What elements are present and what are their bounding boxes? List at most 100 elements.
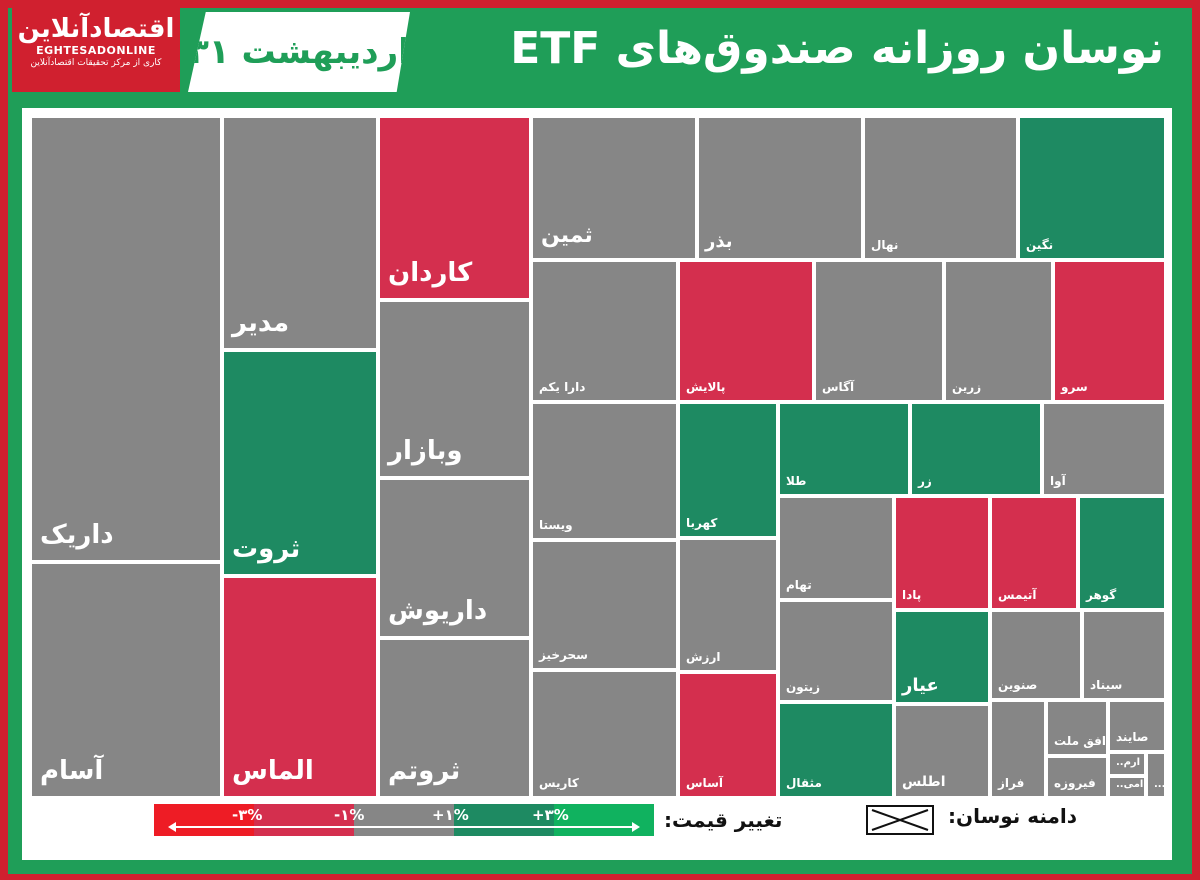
tile-label: ارزش bbox=[686, 650, 721, 664]
treemap-tile: طلا bbox=[778, 402, 910, 496]
tile-label: ثروتم bbox=[388, 756, 461, 786]
tile-label: عیار bbox=[902, 675, 939, 696]
legend-labels: -۳% -۱% +۱% +۳% bbox=[154, 806, 654, 826]
tile-label: تهام bbox=[786, 578, 812, 592]
tile-label: داریک bbox=[40, 520, 114, 550]
treemap-tile: ثروت bbox=[222, 350, 378, 576]
legend-swatch bbox=[254, 804, 354, 836]
treemap-tile: سیناد bbox=[1082, 610, 1166, 700]
tile-label: صنوین bbox=[998, 678, 1038, 692]
tile-label: سحرخیز bbox=[539, 648, 588, 662]
tile-label: زرین bbox=[952, 380, 982, 394]
treemap-tile: آساس bbox=[678, 672, 778, 798]
tile-label: وبازار bbox=[388, 436, 463, 466]
treemap-tile: آسام bbox=[30, 562, 222, 798]
tile-label: آسام bbox=[40, 756, 104, 786]
tile-label: پالایش bbox=[686, 380, 726, 394]
treemap-tile: ویستا bbox=[531, 402, 678, 540]
treemap-tile: صنوین bbox=[990, 610, 1082, 700]
treemap-tile: زر bbox=[910, 402, 1042, 496]
treemap-tile: دارا یکم bbox=[531, 260, 678, 402]
tile-label: کاردان bbox=[388, 258, 473, 288]
treemap-tile: پادا bbox=[894, 496, 990, 610]
tile-label: مثقال bbox=[786, 776, 822, 790]
range-box-icon bbox=[866, 805, 934, 835]
treemap-tile: داریک bbox=[30, 116, 222, 562]
treemap-tile: آتیمس bbox=[990, 496, 1078, 610]
tile-label: کاریس bbox=[539, 776, 579, 790]
treemap-tile: کهربا bbox=[678, 402, 778, 538]
tile-label: آساس bbox=[686, 776, 723, 790]
treemap-tile: کاردان bbox=[378, 116, 531, 300]
logo-text: اقتصادآنلاین bbox=[17, 14, 175, 44]
treemap-tile: نهال bbox=[863, 116, 1018, 260]
treemap-tile: الماس bbox=[222, 576, 378, 798]
tile-label: صایند bbox=[1116, 730, 1149, 744]
logo: اقتصادآنلاین EGHTESADONLINE کاری از مرکز… bbox=[12, 8, 180, 92]
tile-label: آتیمس bbox=[998, 588, 1037, 602]
treemap-tile: گوهر bbox=[1078, 496, 1166, 610]
treemap-tile: کاریس bbox=[531, 670, 678, 798]
treemap-tile: عیار bbox=[894, 610, 990, 704]
tile-label: زیتون bbox=[786, 680, 821, 694]
tile-label: اطلس bbox=[902, 774, 946, 790]
logo-tagline: کاری از مرکز تحقیقات اقتصادآنلاین bbox=[30, 58, 162, 68]
treemap-tile: آگاس bbox=[814, 260, 944, 402]
treemap-tile: آوا bbox=[1042, 402, 1166, 496]
tile-label: کهربا bbox=[686, 516, 718, 530]
treemap-tile: مثقال bbox=[778, 702, 894, 798]
legend-color-scale bbox=[154, 804, 654, 836]
treemap-tile: فراز bbox=[990, 700, 1046, 798]
tile-label: فراز bbox=[998, 776, 1025, 790]
legend-label-neg1: -۱% bbox=[334, 806, 365, 824]
treemap-tile: سرو bbox=[1053, 260, 1166, 402]
treemap-tile: صایند bbox=[1108, 700, 1166, 752]
tile-label: ثروت bbox=[232, 534, 301, 564]
legend-title: تغییر قیمت: bbox=[664, 808, 783, 832]
legend-swatch bbox=[454, 804, 554, 836]
tile-label: نهال bbox=[871, 238, 899, 252]
tile-label: ارم.. bbox=[1116, 757, 1141, 768]
tile-label: الماس bbox=[232, 756, 314, 786]
tile-label: نگین bbox=[1026, 238, 1054, 252]
tile-label: فیروزه bbox=[1054, 776, 1096, 790]
treemap-tile: تهام bbox=[778, 496, 894, 600]
date-badge: ۳۱ اردیبهشت bbox=[188, 12, 410, 92]
tile-label: پادا bbox=[902, 588, 922, 602]
logo-latin: EGHTESADONLINE bbox=[36, 44, 156, 57]
treemap-tile: امی.. bbox=[1108, 776, 1146, 798]
treemap-tile: ... bbox=[1146, 752, 1166, 798]
treemap-tile: ارزش bbox=[678, 538, 778, 672]
legend-label-neg3: -۳% bbox=[232, 806, 263, 824]
tile-label: ویستا bbox=[539, 518, 573, 532]
treemap-tile: زیتون bbox=[778, 600, 894, 702]
tile-label: دارا یکم bbox=[539, 380, 586, 394]
tile-label: افق ملت bbox=[1054, 734, 1106, 748]
tile-label: داریوش bbox=[388, 596, 488, 626]
tile-label: سرو bbox=[1061, 380, 1088, 394]
treemap-tile: داریوش bbox=[378, 478, 531, 638]
page-title: نوسان روزانه صندوق‌های ETF bbox=[510, 23, 1164, 74]
treemap-tile: سحرخیز bbox=[531, 540, 678, 670]
tile-label: گوهر bbox=[1086, 588, 1117, 602]
tile-label: مدیر bbox=[232, 308, 290, 338]
treemap-tile: ارم.. bbox=[1108, 752, 1146, 776]
treemap-tile: افق ملت bbox=[1046, 700, 1108, 756]
treemap-tile: ثمین bbox=[531, 116, 697, 260]
tile-label: طلا bbox=[786, 474, 807, 488]
tile-label: سیناد bbox=[1090, 678, 1123, 692]
treemap: داریک آسام مدیر ثروت الماس کاردان وبازار داریوش… bbox=[30, 116, 1166, 798]
treemap-tile: نگین bbox=[1018, 116, 1166, 260]
tile-label: امی.. bbox=[1116, 779, 1144, 790]
legend-label-pos3: +۳% bbox=[532, 806, 569, 824]
tile-label: آگاس bbox=[822, 380, 855, 394]
tile-label: بذر bbox=[705, 231, 733, 252]
range-title: دامنه نوسان: bbox=[948, 804, 1078, 828]
treemap-tile: زرین bbox=[944, 260, 1053, 402]
treemap-tile: اطلس bbox=[894, 704, 990, 798]
legend-swatch bbox=[354, 804, 454, 836]
tile-label: ... bbox=[1154, 779, 1166, 790]
treemap-tile: وبازار bbox=[378, 300, 531, 478]
legend-label-pos1: +۱% bbox=[432, 806, 469, 824]
treemap-tile: پالایش bbox=[678, 260, 814, 402]
